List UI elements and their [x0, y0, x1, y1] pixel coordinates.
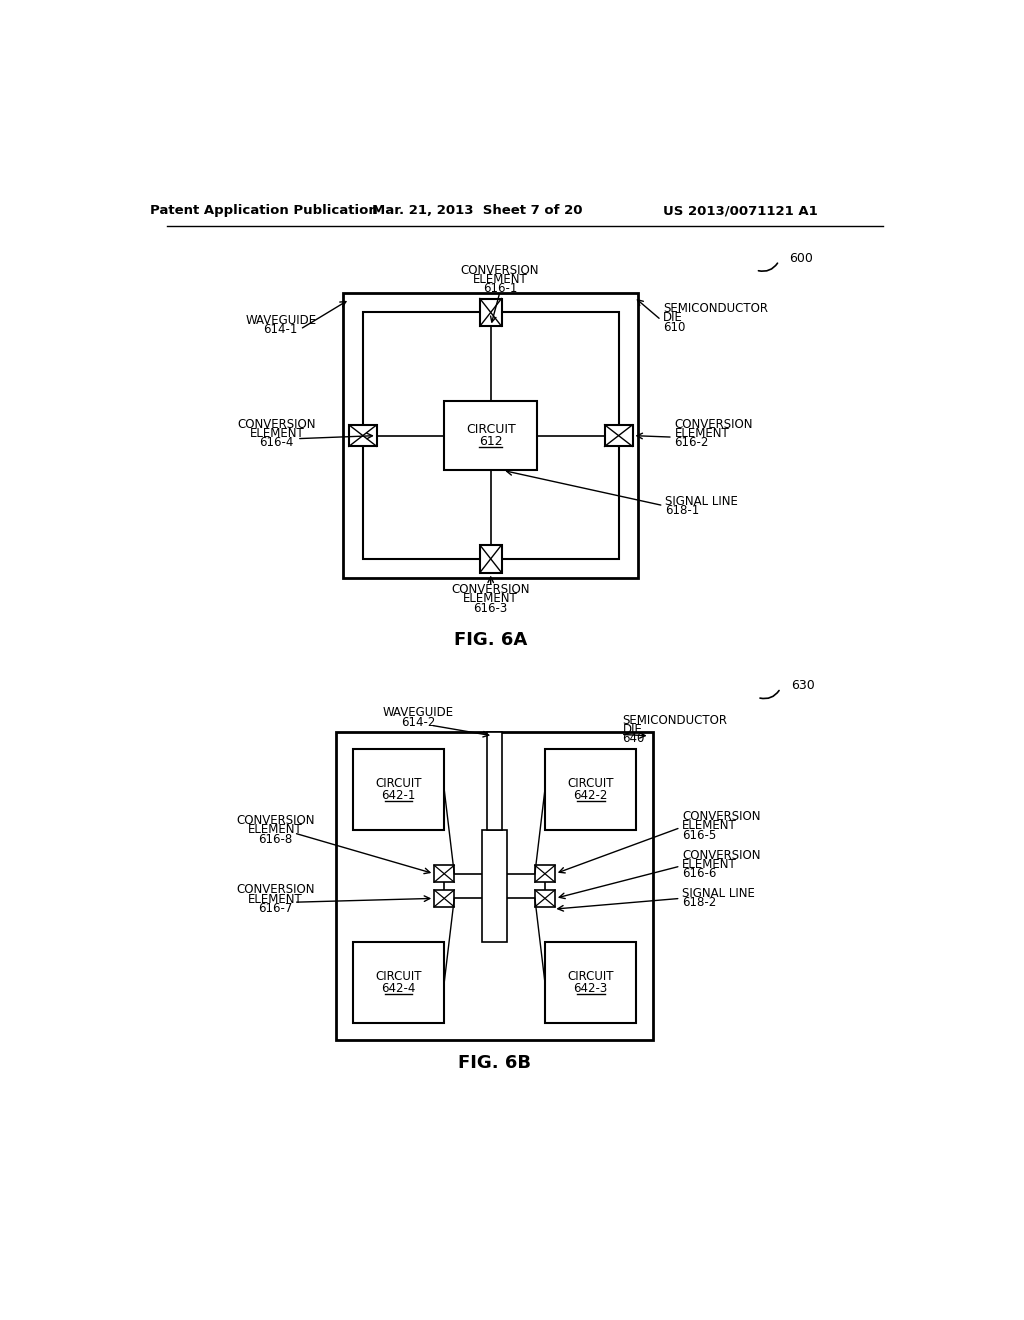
Bar [535, 890, 555, 907]
Text: DIE: DIE [663, 312, 683, 325]
Text: 616-4: 616-4 [260, 436, 294, 449]
Bar [336, 733, 653, 1040]
Text: ELEMENT: ELEMENT [248, 824, 303, 837]
Text: DIE: DIE [623, 723, 642, 737]
Text: SIGNAL LINE: SIGNAL LINE [665, 495, 738, 508]
Text: CONVERSION: CONVERSION [238, 417, 316, 430]
Text: ELEMENT: ELEMENT [250, 426, 304, 440]
Text: 642-3: 642-3 [573, 982, 608, 995]
Text: WAVEGUIDE: WAVEGUIDE [383, 706, 455, 719]
Text: CIRCUIT: CIRCUIT [375, 970, 422, 983]
Text: ELEMENT: ELEMENT [463, 593, 518, 606]
Text: 616-7: 616-7 [258, 902, 293, 915]
Bar [480, 298, 502, 326]
Bar [343, 293, 638, 578]
Text: SEMICONDUCTOR: SEMICONDUCTOR [663, 302, 768, 315]
Bar [434, 866, 455, 882]
Bar [434, 890, 455, 907]
Text: FIG. 6B: FIG. 6B [458, 1055, 531, 1072]
Text: 610: 610 [663, 321, 685, 334]
Text: 614-2: 614-2 [401, 715, 436, 729]
Bar [545, 942, 636, 1023]
Text: CONVERSION: CONVERSION [236, 883, 314, 896]
Text: CIRCUIT: CIRCUIT [567, 776, 614, 789]
Text: 614-1: 614-1 [263, 323, 298, 335]
Bar [480, 545, 502, 573]
Text: CONVERSION: CONVERSION [682, 810, 761, 824]
Bar [604, 425, 633, 446]
Text: 616-5: 616-5 [682, 829, 717, 842]
Bar [482, 830, 507, 942]
Text: 616-1: 616-1 [482, 282, 517, 296]
Text: ELEMENT: ELEMENT [675, 426, 729, 440]
Text: WAVEGUIDE: WAVEGUIDE [245, 314, 316, 326]
Text: 612: 612 [479, 436, 503, 449]
Bar [352, 942, 444, 1023]
Text: CONVERSION: CONVERSION [452, 583, 530, 597]
Text: CIRCUIT: CIRCUIT [466, 422, 515, 436]
Bar [535, 866, 555, 882]
Bar [545, 748, 636, 830]
Text: ELEMENT: ELEMENT [473, 273, 527, 286]
Text: Patent Application Publication: Patent Application Publication [150, 205, 378, 218]
Text: 642-4: 642-4 [381, 982, 416, 995]
Text: 618-1: 618-1 [665, 504, 699, 517]
Text: US 2013/0071121 A1: US 2013/0071121 A1 [663, 205, 817, 218]
Bar [349, 425, 377, 446]
Text: 618-2: 618-2 [682, 896, 717, 909]
Text: 616-8: 616-8 [258, 833, 293, 846]
Bar [444, 874, 545, 899]
Text: CONVERSION: CONVERSION [236, 814, 314, 828]
Text: ELEMENT: ELEMENT [682, 820, 737, 833]
Text: 616-2: 616-2 [675, 436, 709, 449]
Bar [352, 748, 444, 830]
Text: Mar. 21, 2013  Sheet 7 of 20: Mar. 21, 2013 Sheet 7 of 20 [372, 205, 582, 218]
Text: CIRCUIT: CIRCUIT [567, 970, 614, 983]
Text: CONVERSION: CONVERSION [461, 264, 540, 277]
Text: 642-1: 642-1 [381, 789, 416, 803]
Bar [486, 733, 503, 830]
Text: 616-6: 616-6 [682, 867, 717, 880]
Text: ELEMENT: ELEMENT [682, 858, 737, 871]
Text: FIG. 6A: FIG. 6A [454, 631, 527, 648]
Text: 600: 600 [790, 252, 813, 265]
Text: 640: 640 [623, 733, 645, 746]
Text: SIGNAL LINE: SIGNAL LINE [682, 887, 755, 900]
Text: CONVERSION: CONVERSION [675, 417, 753, 430]
Text: 630: 630 [791, 680, 814, 693]
Text: CONVERSION: CONVERSION [682, 849, 761, 862]
Text: 616-3: 616-3 [473, 602, 508, 615]
Text: SEMICONDUCTOR: SEMICONDUCTOR [623, 714, 727, 727]
Bar [444, 401, 538, 470]
Text: 642-2: 642-2 [573, 789, 608, 803]
Text: CIRCUIT: CIRCUIT [375, 776, 422, 789]
Bar [362, 313, 618, 558]
Text: ELEMENT: ELEMENT [248, 892, 303, 906]
